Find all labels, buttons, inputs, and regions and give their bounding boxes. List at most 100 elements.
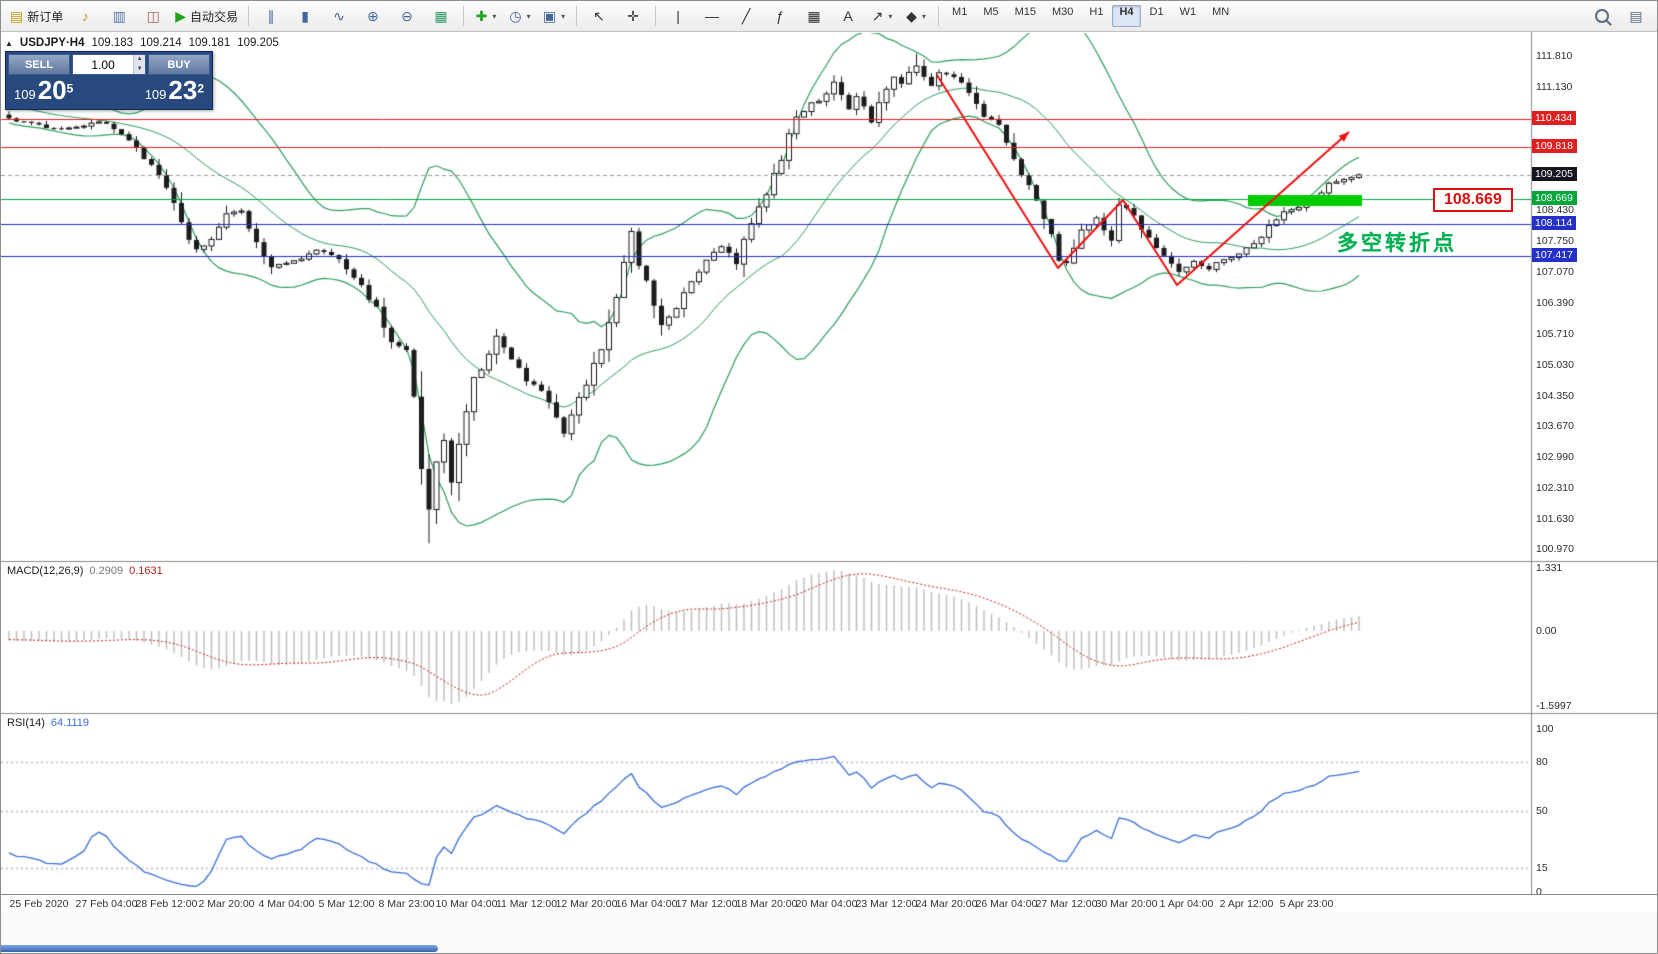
crosshair-tool-icon: ✛ [627,7,639,24]
time-axis-label: 20 Mar 04:00 [795,898,858,910]
macd-axis-label: 0.00 [1536,625,1557,637]
timeframe-d1-button[interactable]: D1 [1149,6,1164,18]
text-tool-button[interactable]: A [831,3,865,29]
autotrade-button-label: 自动交易 [190,9,239,24]
new-order-button[interactable]: ▤ 新订单 [5,3,68,29]
time-axis-label: 17 Mar 12:00 [675,898,738,910]
price-axis-label: 111.810 [1536,50,1573,63]
templates-button[interactable]: ▣ ▾ [537,3,571,29]
grid-tool-button[interactable]: ▦ [797,3,831,29]
alert-icon: ♪ [81,8,89,24]
turning-point-annotation[interactable]: 多空转折点 [1337,232,1457,255]
autotrade-button[interactable]: ▶ 自动交易 [170,3,243,29]
tile-windows-button[interactable]: ▦ [424,3,458,29]
price-axis-label: 111.130 [1536,81,1573,94]
shapes-tool-button[interactable]: ◆ ▾ [899,3,933,29]
zoom-in-button[interactable]: ⊕ [356,3,390,29]
price-axis-label: 104.350 [1536,389,1574,402]
timeframe-w1-button[interactable]: W1 [1179,6,1197,18]
time-axis-label: 2 Mar 20:00 [198,898,255,910]
vertical-line-tool-button[interactable]: | [661,3,695,29]
quick-panels-icon: ▤ [1629,7,1643,24]
cursor-tool-button[interactable]: ↖ [582,3,616,29]
time-axis-label: 18 Mar 20:00 [735,898,798,910]
sell-button[interactable]: SELL [8,54,70,75]
time-axis-label: 11 Mar 12:00 [495,898,558,910]
trendline-tool-button[interactable]: ╱ [729,3,763,29]
period-button[interactable]: ◷ ▾ [503,3,537,29]
price-axis-label: 106.390 [1536,296,1574,309]
line-chart-mode-button[interactable]: ∿ [322,3,356,29]
timeframe-h1-button[interactable]: H1 [1089,6,1104,18]
time-axis-label: 27 Mar 12:00 [1035,898,1098,910]
time-axis-label: 12 Mar 20:00 [555,898,618,910]
autotrade-icon: ▶ [175,7,187,24]
time-axis-label: 25 Feb 2020 [9,898,69,910]
toolbar-separator [938,6,940,26]
crosshair-tool-button[interactable]: ✛ [616,3,650,29]
price-axis-label: 105.710 [1536,327,1574,340]
ohlc-high: 109.214 [140,37,182,49]
cursor-tool-icon: ↖ [593,7,605,24]
time-axis-label: 1 Apr 04:00 [1159,898,1214,910]
ohlc-open: 109.183 [91,37,134,49]
zoom-in-icon: ⊕ [367,7,379,24]
chart-ohlc-header: ▲ USDJPY·H4 109.183 109.214 109.181 109.… [5,37,279,49]
time-axis-label: 26 Mar 04:00 [975,898,1038,910]
zoom-out-button[interactable]: ⊖ [390,3,424,29]
screenshot-button[interactable]: ◫ [136,3,170,29]
candle-chart-mode-icon: ▮ [301,7,309,24]
volume-stepper[interactable]: ▲ ▼ [133,55,145,74]
price-axis-label: 107.750 [1536,234,1574,247]
buy-button[interactable]: BUY [148,54,210,75]
time-axis-label: 5 Mar 12:00 [318,898,375,910]
rsi-axis-label: 100 [1536,723,1554,735]
new-chart-icon: ✚ [475,7,488,24]
price-callout-box[interactable]: 108.669 [1433,188,1513,212]
quick-panels-button[interactable]: ▤ [1619,3,1653,29]
volume-input[interactable] [73,55,134,74]
volume-up-icon[interactable]: ▲ [136,56,143,62]
fibonacci-tool-button[interactable]: ƒ [763,3,797,29]
timeframe-m1-button[interactable]: M1 [952,6,968,18]
sell-price[interactable]: 109205 [14,75,74,105]
buy-price[interactable]: 109232 [144,75,204,105]
chevron-down-icon: ▾ [526,11,531,21]
new-chart-button[interactable]: ✚ ▾ [469,3,503,29]
timeframe-m15-button[interactable]: M15 [1014,6,1037,18]
rsi-axis-label: 15 [1536,861,1548,874]
arrows-tool-button[interactable]: ↗ ▾ [865,3,899,29]
horizontal-scrollbar[interactable] [1,945,438,952]
ohlc-low: 109.181 [188,37,231,49]
expand-arrow-icon[interactable]: ▲ [5,38,13,48]
candle-chart-mode-button[interactable]: ▮ [288,3,322,29]
time-axis-label: 2 Apr 12:00 [1219,898,1274,910]
price-line-tag: 108.114 [1532,216,1577,231]
rsi-axis-label: 50 [1536,804,1548,817]
price-axis-label: 108.430 [1536,204,1574,217]
main-toolbar: ▤ 新订单 ♪ ▥ ◫ ▶ 自动交易 ∥ ▮ ∿ ⊕ ⊖ ▦ ✚ ▾ ◷ ▾ ▣ ▾ ↖ ✛ | — ╱ ƒ ▦ A ↗ ▾ ◆ ▾ M1 M5… [1,1,1657,32]
horizontal-line-tool-button[interactable]: — [695,3,729,29]
grid-tool-icon: ▦ [807,7,821,24]
timeframe-h4-button[interactable]: H4 [1112,5,1141,27]
bar-chart-mode-button[interactable]: ∥ [254,3,288,29]
price-axis-label: 107.070 [1536,265,1574,278]
tile-windows-icon: ▦ [434,7,448,24]
ohlc-close: 109.205 [237,37,279,49]
price-chart-canvas[interactable] [1,32,1657,894]
timeframe-mn-button[interactable]: MN [1212,6,1230,18]
macd-axis-label: 1.331 [1536,562,1563,574]
time-axis-label: 24 Mar 20:00 [915,898,978,910]
volume-down-icon[interactable]: ▼ [136,65,143,72]
rsi-axis-label: 0 [1536,886,1542,898]
search-button[interactable] [1585,3,1619,29]
timeframe-m30-button[interactable]: M30 [1052,6,1074,18]
print-button[interactable]: ▥ [102,3,136,29]
alert-button[interactable]: ♪ [68,3,102,29]
timeframe-m5-button[interactable]: M5 [983,6,999,18]
toolbar-separator [463,6,465,26]
search-icon [1595,9,1609,23]
trendline-tool-icon: ╱ [741,7,751,24]
